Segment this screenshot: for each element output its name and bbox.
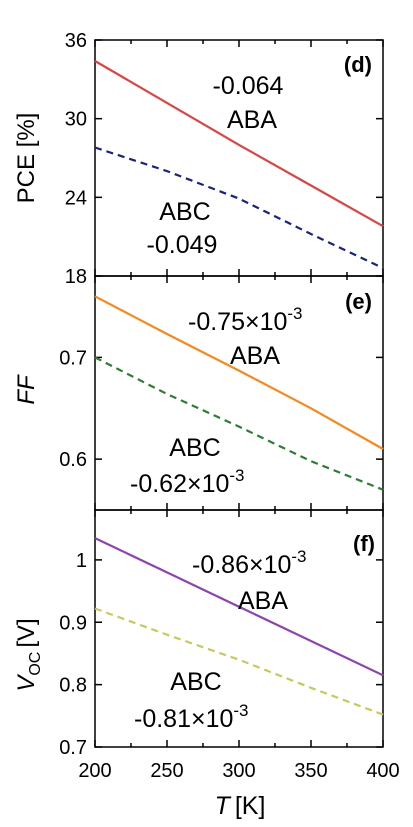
y-tick-label: 0.7 bbox=[59, 347, 87, 369]
x-tick-label: 200 bbox=[78, 760, 111, 782]
series-aba-line bbox=[94, 295, 384, 450]
panel-e-xticks bbox=[94, 276, 384, 510]
panel-f-ylabel: VOC [V] bbox=[13, 618, 44, 691]
panel-d-xticks bbox=[94, 40, 384, 276]
panel-e-label: (e) bbox=[345, 289, 372, 314]
panel-f-abc-label: ABC bbox=[170, 668, 221, 696]
panel-e-abc-slope: -0.62×10-3 bbox=[130, 466, 245, 498]
x-axis-label: T [K] bbox=[215, 792, 266, 820]
panel-e-yticks: 0.6 0.7 bbox=[59, 347, 383, 471]
y-tick-label: 18 bbox=[65, 266, 87, 288]
panel-f-aba-slope-base: -0.86×10 bbox=[192, 551, 291, 579]
panel-d-abc-slope: -0.049 bbox=[147, 231, 218, 259]
series-aba-line bbox=[94, 537, 384, 677]
panel-f-ylabel-unit: [V] bbox=[13, 618, 40, 647]
y-tick-label: 0.6 bbox=[59, 449, 87, 471]
panel-d-ylabel: PCE [%] bbox=[13, 113, 40, 204]
panel-d-ylabel-text: PCE [%] bbox=[13, 113, 40, 204]
panel-f-label: (f) bbox=[353, 531, 375, 556]
panel-f-aba-slope-exp: -3 bbox=[291, 547, 306, 566]
x-axis-label-unit: [K] bbox=[235, 792, 266, 820]
y-tick-label: 0.8 bbox=[59, 675, 87, 697]
panel-e-abc-label: ABC bbox=[169, 434, 220, 462]
panel-f-xticks: 200 250 300 350 400 bbox=[78, 510, 400, 782]
y-tick-label: 1 bbox=[76, 550, 87, 572]
panel-e-aba-slope-exp: -3 bbox=[287, 304, 302, 323]
x-tick-label: 400 bbox=[366, 760, 399, 782]
series-aba-line bbox=[94, 60, 384, 228]
panel-f-yticks: 0.7 0.8 0.9 1 bbox=[59, 550, 383, 759]
panel-f-abc-slope: -0.81×10-3 bbox=[134, 701, 249, 733]
y-tick-label: 0.9 bbox=[59, 612, 87, 634]
y-tick-label: 0.7 bbox=[59, 737, 87, 759]
panel-f: (f) VOC [V] 0.7 0.8 0.9 1 200 250 300 350 400 -0… bbox=[13, 509, 400, 820]
panel-d-aba-label: ABA bbox=[227, 106, 277, 134]
x-tick-label: 250 bbox=[150, 760, 183, 782]
panel-e-aba-slope: -0.75×10-3 bbox=[188, 304, 303, 336]
panel-e-abc-slope-exp: -3 bbox=[229, 466, 244, 485]
panel-d-series bbox=[94, 60, 384, 270]
x-axis-label-t: T bbox=[215, 792, 232, 820]
y-tick-label: 24 bbox=[65, 187, 87, 209]
panel-e-aba-slope-base: -0.75×10 bbox=[188, 308, 287, 336]
series-abc-line bbox=[94, 356, 384, 491]
panel-f-series bbox=[94, 537, 384, 716]
panel-f-ylabel-v: V bbox=[13, 674, 40, 692]
panel-d-abc-label: ABC bbox=[159, 198, 210, 226]
x-tick-label: 300 bbox=[222, 760, 255, 782]
panel-f-aba-label: ABA bbox=[238, 587, 288, 615]
panel-e-ylabel: FF bbox=[13, 374, 40, 405]
panel-d-aba-slope: -0.064 bbox=[213, 72, 284, 100]
panel-f-abc-slope-exp: -3 bbox=[233, 701, 248, 720]
panel-e-abc-slope-base: -0.62×10 bbox=[130, 470, 229, 498]
panel-d-yticks: 18 24 30 36 bbox=[65, 30, 383, 288]
x-tick-label: 350 bbox=[294, 760, 327, 782]
series-abc-line bbox=[94, 607, 384, 716]
panel-d-label: (d) bbox=[344, 52, 372, 77]
panel-f-abc-slope-base: -0.81×10 bbox=[134, 705, 233, 733]
panel-d: (d) PCE [%] 18 24 30 36 -0.064 ABA ABC -0.0… bbox=[13, 30, 384, 288]
panel-f-ylabel-sub: OC bbox=[27, 652, 44, 676]
series-abc-line bbox=[94, 146, 384, 270]
y-tick-label: 36 bbox=[65, 30, 87, 52]
panel-e-series bbox=[94, 295, 384, 491]
panel-e: (e) FF 0.60.7 -0.75×10-3 ABA ABC -0.62×1… bbox=[13, 275, 384, 511]
y-tick-label: 30 bbox=[65, 109, 87, 131]
panel-f-aba-slope: -0.86×10-3 bbox=[192, 547, 307, 579]
panel-e-aba-label: ABA bbox=[230, 342, 280, 370]
